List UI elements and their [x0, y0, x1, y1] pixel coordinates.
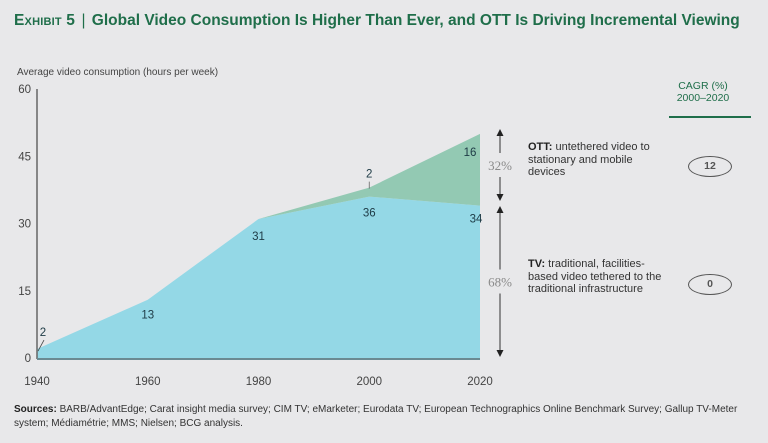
tv-data-label: 36: [363, 208, 376, 220]
x-tick-label: 1940: [24, 376, 50, 388]
legend-tv: TV: traditional, facilities-based video …: [528, 258, 668, 296]
y-axis-label: Average video consumption (hours per wee…: [17, 67, 219, 78]
cagr-underline: [669, 116, 751, 118]
tv-data-label: 2: [40, 327, 46, 339]
arrow-down-icon: [496, 350, 504, 357]
y-tick-label: 0: [25, 353, 31, 365]
legend-tv-label: TV:: [528, 258, 546, 270]
y-tick-label: 45: [18, 151, 31, 163]
exhibit-title: Exhibit 5 | Global Video Consumption Is …: [14, 11, 754, 31]
ott-share-label: 32%: [488, 158, 512, 173]
x-tick-label: 1960: [135, 376, 161, 388]
cagr-badge-ott: 12: [688, 156, 732, 177]
leader-line: [37, 339, 45, 352]
sources-note: Sources: BARB/AdvantEdge; Carat insight …: [14, 403, 759, 431]
y-tick-label: 60: [18, 84, 31, 96]
exhibit-number: Exhibit 5: [14, 12, 76, 29]
ott-data-label: 2: [366, 169, 372, 181]
title-text: Global Video Consumption Is Higher Than …: [91, 12, 740, 29]
x-tick-label: 2020: [467, 376, 493, 388]
sources-label: Sources:: [14, 404, 57, 415]
arrow-up-icon: [496, 129, 504, 136]
cagr-header: CAGR (%) 2000–2020: [668, 80, 738, 104]
cagr-header-line1: CAGR (%): [678, 80, 728, 92]
arrow-down-icon: [496, 194, 504, 201]
arrow-up-icon: [496, 206, 504, 213]
tv-share-label: 68%: [488, 275, 512, 290]
x-tick-label: 2000: [356, 376, 382, 388]
y-tick-label: 15: [18, 286, 31, 298]
legend-tv-text: traditional, facilities-based video teth…: [528, 258, 662, 295]
ott-data-label: 16: [464, 147, 477, 159]
tv-area: [37, 196, 480, 358]
legend-ott: OTT: untethered video to stationary and …: [528, 141, 658, 179]
legend-ott-label: OTT:: [528, 141, 553, 153]
legend-ott-text: untethered video to stationary and mobil…: [528, 141, 650, 178]
tv-data-label: 13: [141, 310, 154, 322]
y-tick-label: 30: [18, 219, 31, 231]
sources-text: BARB/AdvantEdge; Carat insight media sur…: [14, 404, 738, 429]
x-tick-label: 1980: [246, 376, 272, 388]
tv-data-label: 31: [252, 231, 265, 243]
title-separator: |: [81, 12, 86, 29]
cagr-header-line2: 2000–2020: [676, 92, 730, 104]
cagr-badge-tv: 0: [688, 274, 732, 295]
tv-data-label: 34: [470, 214, 483, 226]
